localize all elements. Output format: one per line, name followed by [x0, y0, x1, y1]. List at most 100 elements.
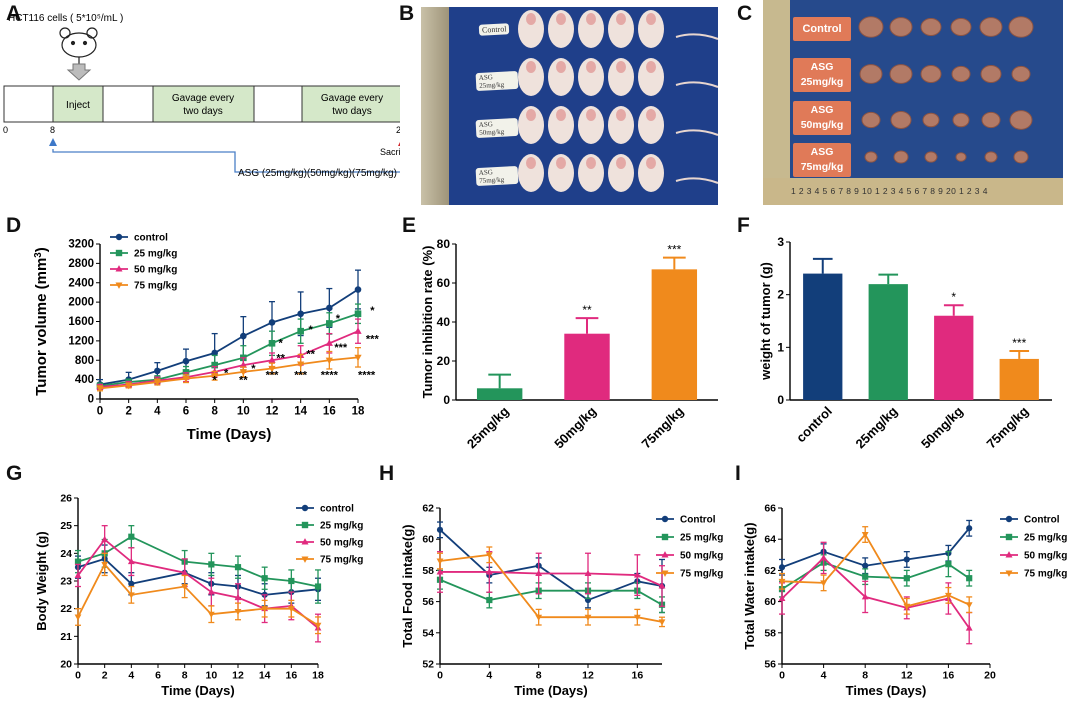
- significance-label: ***: [1012, 336, 1026, 350]
- series-75-mg/kg: [96, 347, 362, 393]
- data-point: [965, 602, 973, 609]
- data-point: [314, 583, 322, 590]
- data-point: [240, 332, 247, 340]
- mice-photo: Control ASG 25mg/kg ASG 50mg/kg ASG 75mg…: [421, 7, 718, 205]
- data-point: [74, 614, 82, 621]
- data-point: [633, 571, 641, 578]
- series-25-mg/kg: [436, 569, 666, 614]
- x-tick-label: 4: [128, 670, 134, 682]
- panel-letter-i: I: [735, 462, 741, 485]
- legend-label: 75 mg/kg: [1024, 569, 1067, 580]
- data-point: [182, 357, 190, 365]
- data-point: [115, 282, 123, 289]
- data-point: [153, 379, 161, 387]
- data-point: [778, 564, 786, 571]
- tumor-sample: [924, 151, 938, 163]
- data-point: [661, 551, 669, 558]
- tumor-sample: [858, 16, 884, 38]
- data-point: [658, 582, 666, 589]
- tumor-sample: [952, 112, 970, 128]
- y-axis-label: Total Food intake(g): [400, 524, 415, 647]
- x-axis-label: Time (Days): [187, 426, 272, 443]
- data-point: [211, 349, 218, 357]
- x-tick-label: 20: [984, 670, 996, 682]
- y-axis-label: Tumor volume (mm3): [33, 247, 51, 396]
- legend-label: 25 mg/kg: [134, 249, 177, 260]
- data-point: [661, 570, 669, 577]
- panel-letter-a: A: [6, 2, 22, 25]
- series-line: [440, 571, 663, 587]
- tumor-sample: [920, 65, 942, 83]
- series-line: [781, 561, 970, 590]
- y-tick-label: 80: [437, 237, 451, 251]
- mouse-tail: [675, 33, 718, 40]
- label-asg-25: ASG 25mg/kg: [793, 58, 851, 92]
- y-tick-label: 56: [764, 659, 776, 671]
- mouse-body: [638, 154, 664, 192]
- sacrifice-label: Sacrifice: [380, 147, 400, 157]
- legend-label: 25 mg/kg: [680, 533, 723, 544]
- mouse-body: [578, 10, 604, 48]
- data-point: [965, 624, 973, 631]
- data-point: [207, 588, 215, 595]
- gavage-label-1b: two days: [183, 106, 222, 117]
- y-tick-label: 60: [422, 534, 434, 546]
- chart-i-water-intake: 56 58 60 62 64 66 0 4 8 12 16 20 Times (Days) Total W…: [742, 503, 1067, 699]
- data-point: [125, 382, 133, 390]
- y-tick-label: 54: [422, 627, 434, 639]
- data-point: [211, 373, 219, 380]
- legend-label: control: [320, 504, 354, 515]
- series-line: [77, 557, 319, 596]
- mouse-head: [646, 13, 656, 25]
- y-tick-label: 52: [422, 659, 434, 671]
- significance-label: *: [309, 324, 314, 336]
- mouse-head: [556, 13, 566, 25]
- data-point: [234, 608, 242, 616]
- data-point: [820, 580, 828, 587]
- x-tick-label: 2: [125, 406, 131, 418]
- data-point: [354, 327, 362, 334]
- data-point: [314, 622, 322, 629]
- mouse-head: [526, 61, 536, 73]
- data-point: [128, 580, 135, 587]
- legend-label: 75 mg/kg: [134, 281, 177, 292]
- data-point: [485, 552, 493, 559]
- significance-label: **: [306, 348, 315, 360]
- inject-block: [52, 85, 104, 123]
- series-line: [439, 529, 663, 602]
- data-point: [820, 554, 828, 561]
- series-50-mg/kg: [74, 525, 322, 643]
- category-label: control: [793, 404, 835, 446]
- x-tick-label: 12: [582, 670, 594, 682]
- label-control: Control: [793, 17, 851, 41]
- y-tick-label: 62: [422, 503, 434, 515]
- data-point: [208, 561, 215, 568]
- data-point: [436, 558, 444, 565]
- panel-letter-b: B: [399, 2, 415, 25]
- series-line: [781, 532, 970, 608]
- panel-letter-h: H: [379, 462, 395, 485]
- x-tick-label: 10: [237, 406, 250, 418]
- significance-label: *: [278, 338, 283, 350]
- y-tick-label: 56: [422, 596, 434, 608]
- x-tick-label: 18: [312, 670, 324, 682]
- mouse-body: [548, 106, 574, 144]
- x-tick-label: 8: [536, 670, 542, 682]
- data-point: [903, 603, 911, 610]
- tumor-sample: [890, 111, 912, 129]
- y-tick-label: 21: [60, 631, 72, 643]
- data-point: [261, 575, 268, 582]
- label-asg-75: ASG 75mg/kg: [793, 143, 851, 177]
- series-line: [99, 288, 359, 386]
- data-point: [436, 568, 444, 575]
- treatment-bracket: [52, 149, 400, 173]
- x-tick-label: 12: [232, 670, 244, 682]
- category-label: 50mg/kg: [551, 403, 599, 451]
- y-tick-label: 0: [777, 393, 784, 407]
- ruler-numbers: 1 2 3 4 5 6 7 8 9 10 1 2 3 4 5 6 7 8 9 2…: [791, 186, 988, 196]
- panel-letter-c: C: [737, 2, 753, 25]
- gavage-label-1a: Gavage every: [172, 93, 234, 104]
- mouse-body: [608, 58, 634, 96]
